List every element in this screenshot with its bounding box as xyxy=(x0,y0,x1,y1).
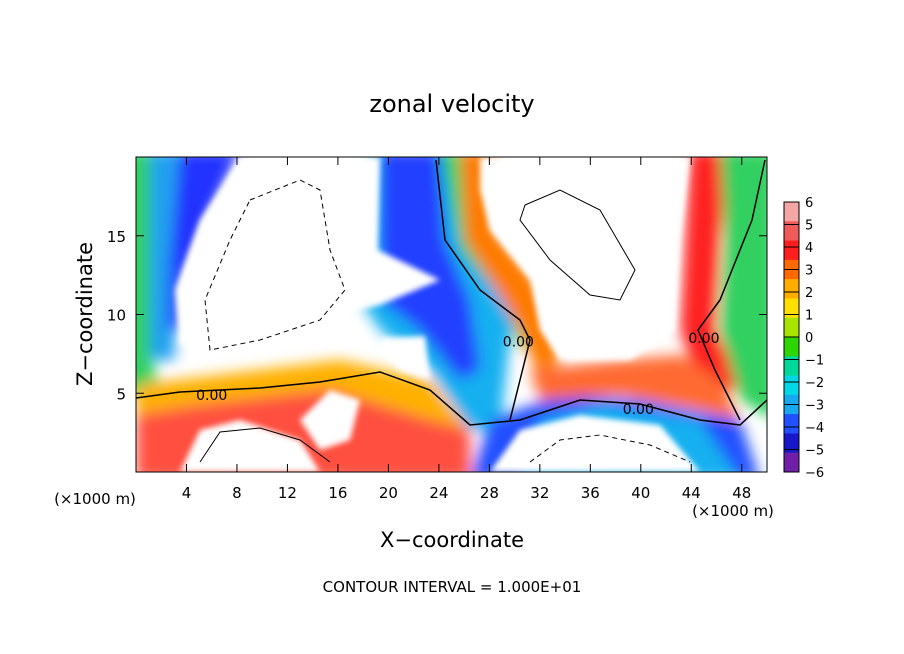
x-tick-label: 36 xyxy=(581,484,600,502)
colorbar-label: 2 xyxy=(805,286,813,301)
colorbar-swatch xyxy=(784,452,799,473)
y-tick-label: 5 xyxy=(116,385,126,403)
contour-label: 0.00 xyxy=(623,402,654,418)
contour-label: 0.00 xyxy=(688,331,719,347)
x-tick-label: 8 xyxy=(232,484,242,502)
colorbar-swatch xyxy=(784,356,799,377)
x-unit-left: (×1000 m) xyxy=(54,490,136,508)
y-tick-label: 15 xyxy=(107,228,126,246)
contour-interval-note: CONTOUR INTERVAL = 1.000E+01 xyxy=(323,578,582,596)
plot-area: 0.00 0.00 0.00 0.00 xyxy=(136,157,767,472)
colorbar-label: −1 xyxy=(805,354,824,369)
x-tick-label: 16 xyxy=(328,484,347,502)
x-tick-label: 24 xyxy=(429,484,448,502)
x-tick-label: 4 xyxy=(182,484,192,502)
x-tick-label: 20 xyxy=(379,484,398,502)
x-tick-label: 44 xyxy=(682,484,701,502)
x-axis: 4 8 12 16 20 24 28 32 36 40 44 48 xyxy=(182,157,751,502)
colorbar-label: −5 xyxy=(805,444,824,459)
colorbar-label: −6 xyxy=(805,466,824,481)
colorbar-label: −4 xyxy=(805,421,824,436)
colorbar-swatch xyxy=(784,202,799,222)
colorbar-swatch xyxy=(784,375,799,396)
x-tick-label: 32 xyxy=(530,484,549,502)
y-axis-label: Z−coordinate xyxy=(73,242,97,386)
x-unit-right: (×1000 m) xyxy=(692,502,774,520)
contour-label: 0.00 xyxy=(196,388,227,404)
x-axis-label: X−coordinate xyxy=(380,528,524,552)
x-tick-label: 40 xyxy=(631,484,650,502)
colorbar-swatch xyxy=(784,298,799,319)
y-axis: 5 10 15 xyxy=(107,228,767,403)
colorbar-label: 5 xyxy=(805,219,813,234)
colorbar-swatch xyxy=(784,317,799,338)
x-tick-label: 28 xyxy=(480,484,499,502)
colorbar-swatch xyxy=(784,240,799,261)
colorbar-label: 1 xyxy=(805,309,813,324)
colorbar-label: −2 xyxy=(805,376,824,391)
colorbar-label: 6 xyxy=(805,196,813,211)
contour-label: 0.00 xyxy=(503,334,534,350)
chart-title: zonal velocity xyxy=(369,90,534,118)
colorbar-label: −3 xyxy=(805,399,824,414)
colorbar-swatch xyxy=(784,433,799,454)
colorbar-swatch xyxy=(784,279,799,299)
colorbar-swatch xyxy=(784,221,799,242)
x-tick-label: 48 xyxy=(732,484,751,502)
colorbar-label: 0 xyxy=(805,331,813,346)
x-tick-label: 12 xyxy=(278,484,297,502)
colorbar-label: 3 xyxy=(805,264,813,279)
y-tick-label: 10 xyxy=(107,307,126,325)
colorbar-swatch xyxy=(784,337,799,357)
colorbar-label: 4 xyxy=(805,241,813,256)
colorbar: 6 5 4 3 2 1 0 −1 −2 −3 −4 −5 −6 xyxy=(783,196,824,481)
colorbar-swatch xyxy=(784,414,799,434)
